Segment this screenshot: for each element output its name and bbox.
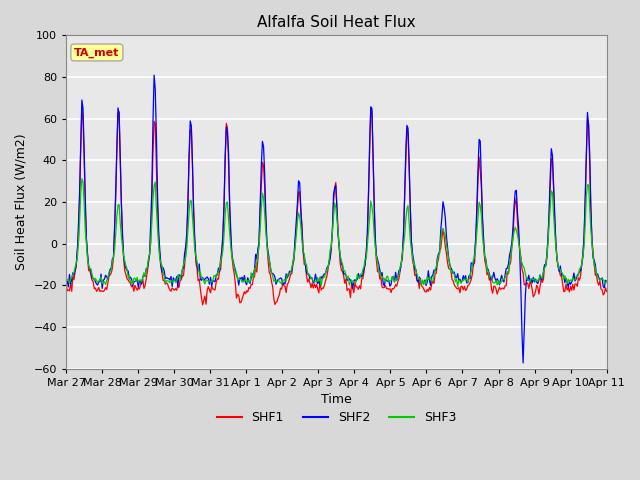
- SHF3: [62, 274, 70, 280]
- SHF2: [392, 269, 399, 275]
- Line: SHF1: SHF1: [66, 108, 607, 305]
- SHF3: [392, 277, 399, 283]
- SHF1: [233, 295, 241, 301]
- SHF3: [454, 284, 461, 289]
- SHF2: [232, 267, 239, 273]
- SHF2: [556, 269, 563, 275]
- SHF2: [62, 279, 70, 285]
- SHF3: [366, 215, 374, 220]
- SHF3: [291, 244, 299, 250]
- SHF2: [291, 236, 299, 241]
- Line: SHF2: SHF2: [66, 75, 607, 363]
- SHF3: [461, 277, 469, 283]
- SHF1: [603, 288, 611, 294]
- SHF3: [556, 266, 563, 272]
- SHF2: [461, 277, 468, 283]
- SHF1: [292, 228, 300, 234]
- SHF3: [603, 278, 611, 284]
- Title: Alfalfa Soil Heat Flux: Alfalfa Soil Heat Flux: [257, 15, 415, 30]
- SHF2: [603, 278, 611, 284]
- SHF1: [199, 302, 207, 308]
- SHF1: [556, 267, 563, 273]
- SHF1: [78, 106, 86, 111]
- Legend: SHF1, SHF2, SHF3: SHF1, SHF2, SHF3: [212, 406, 461, 429]
- Line: SHF3: SHF3: [66, 179, 607, 287]
- SHF3: [232, 271, 239, 276]
- SHF1: [62, 281, 70, 287]
- SHF2: [150, 72, 158, 78]
- SHF2: [519, 360, 527, 366]
- SHF2: [366, 141, 374, 147]
- SHF1: [393, 283, 401, 289]
- SHF1: [367, 107, 374, 112]
- SHF3: [78, 176, 86, 181]
- SHF1: [461, 288, 469, 293]
- Y-axis label: Soil Heat Flux (W/m2): Soil Heat Flux (W/m2): [15, 133, 28, 270]
- Text: TA_met: TA_met: [74, 48, 120, 58]
- X-axis label: Time: Time: [321, 393, 352, 406]
